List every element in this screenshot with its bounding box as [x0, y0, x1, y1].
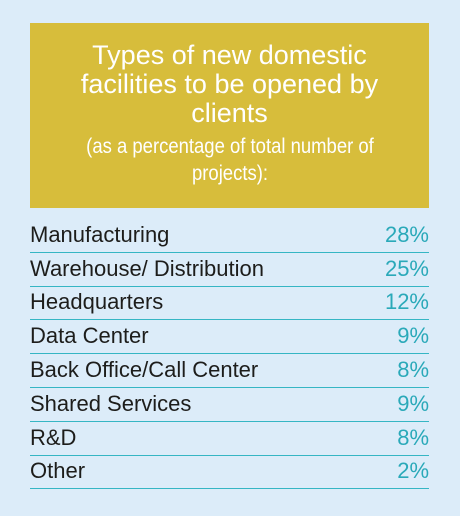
data-table: Manufacturing 28% Warehouse/ Distribution 2… [30, 219, 429, 490]
row-category-label: Warehouse/ Distribution [30, 255, 264, 281]
row-category-label: Shared Services [30, 390, 192, 416]
row-category-label: Back Office/Call Center [30, 356, 259, 382]
row-category-label: Manufacturing [30, 221, 170, 247]
chart-title-box: Types of new domestic facilities to be o… [30, 23, 429, 208]
chart-title: Types of new domestic facilities to be o… [80, 40, 379, 128]
row-category-label: R&D [30, 424, 77, 450]
row-value-label: 12% [384, 289, 429, 315]
row-value-label: 8% [397, 424, 429, 450]
table-row: R&D 8% [30, 422, 429, 456]
row-value-label: 2% [397, 458, 429, 484]
chart-subtitle: (as a percentage of total number of proj… [85, 135, 374, 185]
table-row: Headquarters 12% [30, 287, 429, 321]
table-row: Manufacturing 28% [30, 219, 429, 253]
table-row: Shared Services 9% [30, 388, 429, 422]
row-value-label: 9% [397, 390, 429, 416]
table-row: Warehouse/ Distribution 25% [30, 253, 429, 287]
table-row: Data Center 9% [30, 320, 429, 355]
row-value-label: 28% [384, 221, 429, 247]
table-row: Back Office/Call Center 8% [30, 354, 429, 388]
row-value-label: 8% [397, 356, 429, 382]
row-value-label: 25% [384, 255, 429, 281]
row-category-label: Headquarters [30, 289, 164, 315]
table-row: Other 2% [30, 456, 429, 490]
row-value-label: 9% [397, 323, 429, 349]
row-category-label: Other [30, 458, 86, 484]
row-category-label: Data Center [30, 323, 149, 349]
